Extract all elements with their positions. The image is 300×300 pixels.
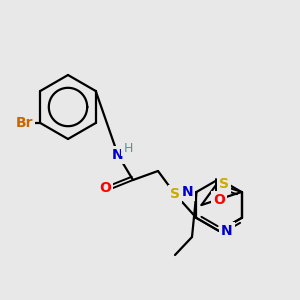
Text: O: O [99, 181, 111, 195]
Text: Br: Br [16, 116, 33, 130]
Text: H: H [123, 142, 133, 154]
Text: S: S [219, 177, 229, 191]
Text: O: O [213, 193, 225, 207]
Text: S: S [170, 187, 180, 201]
Text: N: N [182, 185, 193, 199]
Text: N: N [221, 224, 233, 238]
Text: N: N [112, 148, 124, 162]
